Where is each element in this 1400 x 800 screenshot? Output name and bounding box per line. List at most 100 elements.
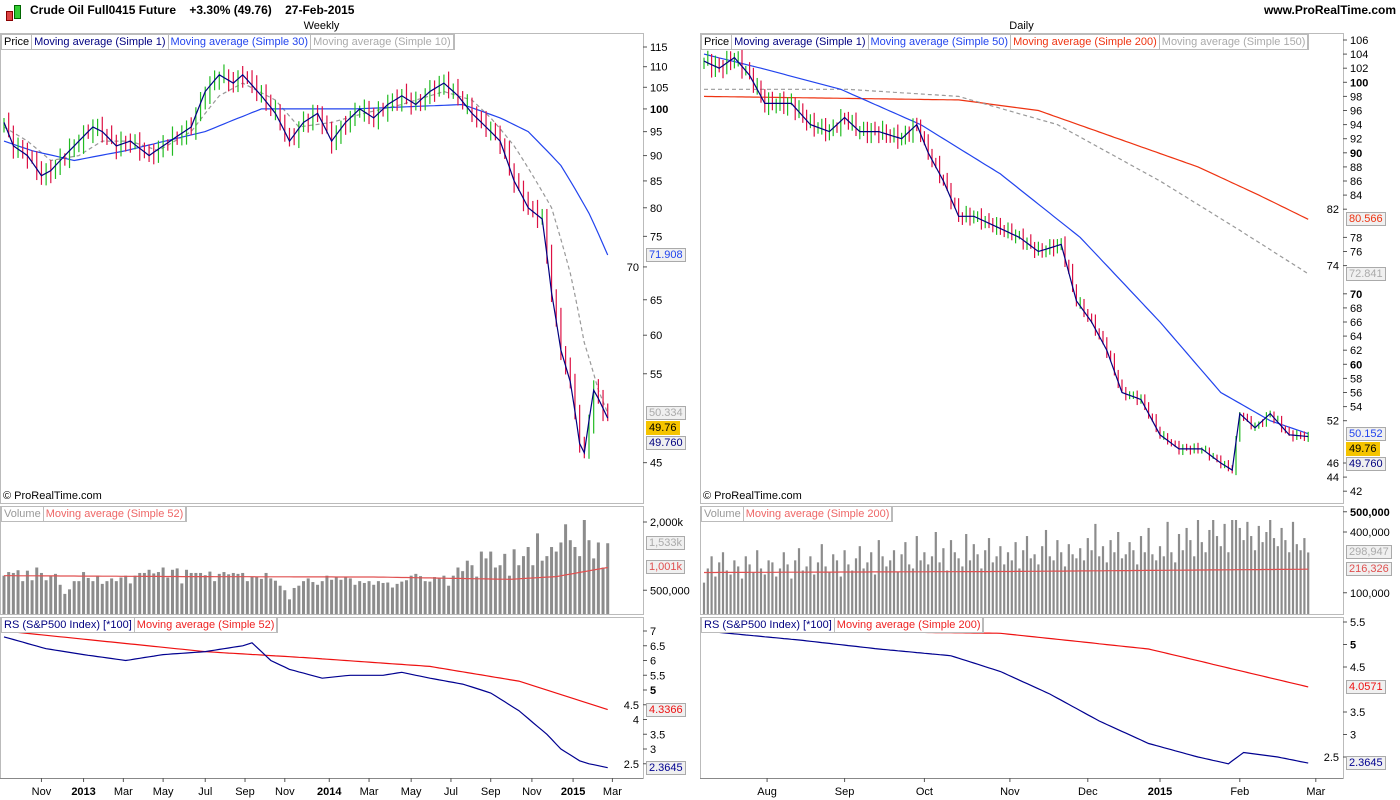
volume-bar xyxy=(1208,529,1211,614)
volume-bar xyxy=(376,581,380,614)
legend-ma1[interactable]: Moving average (Simple 1) xyxy=(732,35,869,49)
daily-period-label: Daily xyxy=(1009,20,1034,32)
rs-axis-tick-label: 2.5 xyxy=(1324,752,1339,764)
legend-volume-ma[interactable]: Moving average (Simple 200) xyxy=(744,507,893,521)
legend-rs[interactable]: RS (S&P500 Index) [*100] xyxy=(702,618,835,632)
volume-bar xyxy=(161,567,165,614)
time-axis-tick-label: Jul xyxy=(444,786,458,798)
volume-bar xyxy=(404,580,408,614)
legend-price[interactable]: Price xyxy=(702,35,733,49)
volume-bar xyxy=(330,579,334,614)
volume-bar xyxy=(11,572,15,614)
rs-axis-tick-label: 3 xyxy=(1350,730,1356,742)
volume-bar xyxy=(740,578,744,614)
volume-ma-line xyxy=(704,568,1309,574)
volume-bar xyxy=(447,585,451,614)
volume-bar xyxy=(995,556,998,614)
volume-bar xyxy=(100,583,104,614)
volume-bar xyxy=(601,567,605,614)
volume-bar xyxy=(820,544,823,614)
volume-bar xyxy=(1044,529,1048,614)
volume-bar xyxy=(756,550,759,614)
rs-ma-value-tag: 4.0571 xyxy=(1346,679,1386,694)
volume-bar xyxy=(1010,560,1013,614)
legend-rs-ma[interactable]: Moving average (Simple 52) xyxy=(135,618,278,632)
volume-bar xyxy=(847,564,850,614)
volume-bar xyxy=(892,550,896,614)
time-axis-tick-label: Sep xyxy=(835,786,855,798)
volume-bar xyxy=(540,560,544,614)
volume-ma-line xyxy=(4,566,608,580)
volume-bar xyxy=(702,582,706,614)
volume-bar xyxy=(1063,566,1067,614)
volume-bar xyxy=(86,577,90,614)
volume-bar xyxy=(498,565,502,614)
volume-bar xyxy=(124,575,128,614)
volume-bar xyxy=(606,543,610,614)
legend-volume-ma[interactable]: Moving average (Simple 52) xyxy=(44,507,187,521)
volume-bar xyxy=(934,532,937,614)
volume-bar xyxy=(1299,550,1302,614)
volume-bar xyxy=(58,584,62,614)
volume-bar xyxy=(885,566,888,614)
volume-bar xyxy=(870,552,873,614)
legend-ma200[interactable]: Moving average (Simple 200) xyxy=(1011,35,1160,49)
volume-bar xyxy=(545,556,549,614)
time-axis-tick-label: May xyxy=(401,786,422,798)
volume-bar xyxy=(152,573,156,614)
volume-bar xyxy=(536,533,540,614)
volume-bar xyxy=(489,551,493,614)
legend-rs[interactable]: RS (S&P500 Index) [*100] xyxy=(2,618,135,632)
volume-bar xyxy=(942,548,945,614)
volume-bar xyxy=(976,554,979,614)
volume-bar xyxy=(1151,554,1154,614)
volume-bar xyxy=(278,585,282,614)
legend-volume[interactable]: Volume xyxy=(702,507,744,521)
volume-bar xyxy=(241,572,245,614)
site-link[interactable]: www.ProRealTime.com xyxy=(1263,3,1396,17)
volume-bar xyxy=(1113,552,1116,614)
volume-bar xyxy=(170,569,174,614)
volume-bar xyxy=(91,581,95,614)
price-axis-tick-label: 84 xyxy=(1350,190,1362,202)
volume-bar xyxy=(82,572,86,614)
volume-bar xyxy=(1143,552,1146,614)
price-axis-tick-label: 76 xyxy=(1350,247,1362,259)
price-axis-tick-label: 85 xyxy=(650,176,662,188)
rs-axis-tick-label: 7 xyxy=(650,626,656,638)
volume-bar xyxy=(881,556,884,614)
price-axis-tick-label: 95 xyxy=(650,127,662,139)
legend-ma10[interactable]: Moving average (Simple 10) xyxy=(311,35,454,49)
volume-bar xyxy=(175,568,179,614)
volume-bar xyxy=(1307,552,1310,614)
price-axis-tick-label: 86 xyxy=(1350,176,1362,188)
volume-bar xyxy=(1174,562,1177,614)
price-axis-tick-label: 46 xyxy=(1327,458,1339,470)
volume-bar xyxy=(1181,550,1184,614)
legend-volume[interactable]: Volume xyxy=(2,507,44,521)
volume-bar xyxy=(320,581,324,614)
legend-price[interactable]: Price xyxy=(2,35,33,49)
volume-bar xyxy=(461,571,465,614)
legend-ma50[interactable]: Moving average (Simple 50) xyxy=(869,35,1012,49)
rs-value-tag: 2.3645 xyxy=(1346,756,1386,771)
price-axis-tick-label: 52 xyxy=(1327,416,1339,428)
legend-ma150[interactable]: Moving average (Simple 150) xyxy=(1160,35,1309,49)
rs-line xyxy=(3,636,608,769)
volume-bar xyxy=(1265,532,1268,614)
volume-bar xyxy=(526,547,530,614)
volume-bar xyxy=(39,572,43,614)
legend-ma1[interactable]: Moving average (Simple 1) xyxy=(32,35,169,49)
volume-bar xyxy=(507,575,511,614)
volume-bar xyxy=(217,573,221,614)
volume-bar xyxy=(30,580,34,614)
legend-ma30[interactable]: Moving average (Simple 30) xyxy=(169,35,312,49)
price-axis-tick-label: 42 xyxy=(1350,486,1362,498)
price-axis-tick-label: 80 xyxy=(650,203,662,215)
price-axis-tick-label: 62 xyxy=(1350,345,1362,357)
volume-axis-tick-label: 2,000k xyxy=(650,517,684,529)
volume-bar xyxy=(797,548,801,614)
legend-rs-ma[interactable]: Moving average (Simple 200) xyxy=(835,618,984,632)
volume-bar xyxy=(35,567,39,614)
